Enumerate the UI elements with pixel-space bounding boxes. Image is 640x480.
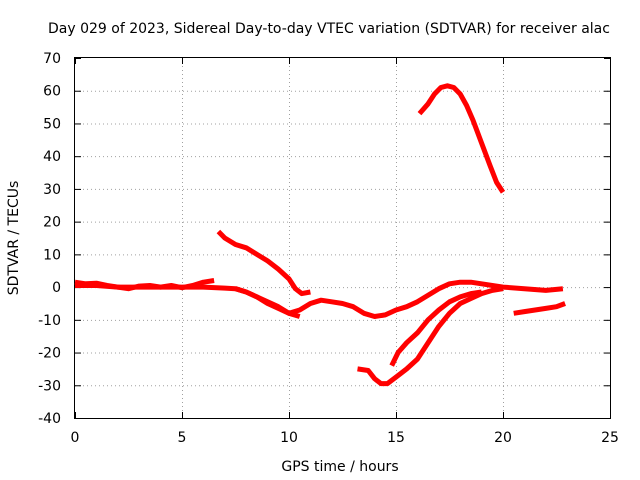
series-line-arc-3 (216, 229, 311, 297)
y-tick-label: 60 (43, 84, 61, 100)
series-line-arc-7 (417, 83, 506, 194)
y-tick-label: 0 (52, 280, 61, 296)
axis-ticks: 0 5 10 15 20 25 -40 -30 -20 -10 0 10 20 30 40 50 60 70 (38, 51, 619, 446)
series-line-arc-6 (389, 289, 482, 367)
y-tick-label: -10 (38, 313, 61, 329)
y-axis-label: SDTVAR / TECUs (6, 181, 22, 296)
x-tick-label: 25 (601, 430, 619, 446)
y-tick-label: -20 (38, 346, 61, 362)
series-layer (74, 83, 566, 387)
y-tick-label: 10 (43, 247, 61, 263)
x-axis-label: GPS time / hours (281, 459, 398, 475)
x-tick-label: 15 (387, 430, 405, 446)
plot-frame (74, 57, 611, 419)
series-line-arc-4 (234, 286, 301, 319)
series-line-arc-5 (357, 286, 504, 387)
y-tick-label: 50 (43, 116, 61, 132)
y-tick-label: -40 (38, 411, 61, 427)
y-tick-label: 30 (43, 182, 61, 198)
grid-layer (75, 58, 610, 418)
y-tick-label: 20 (43, 215, 61, 231)
x-tick-label: 5 (178, 430, 187, 446)
series-line-arc-8 (513, 301, 566, 316)
series-line-arc-2 (75, 279, 564, 319)
x-tick-label: 10 (280, 430, 298, 446)
y-tick-label: -30 (38, 378, 61, 394)
chart-title: Day 029 of 2023, Sidereal Day-to-day VTE… (48, 21, 610, 37)
x-tick-label: 20 (494, 430, 512, 446)
x-tick-label: 0 (71, 430, 80, 446)
y-tick-label: 70 (43, 51, 61, 67)
y-tick-label: 40 (43, 149, 61, 165)
